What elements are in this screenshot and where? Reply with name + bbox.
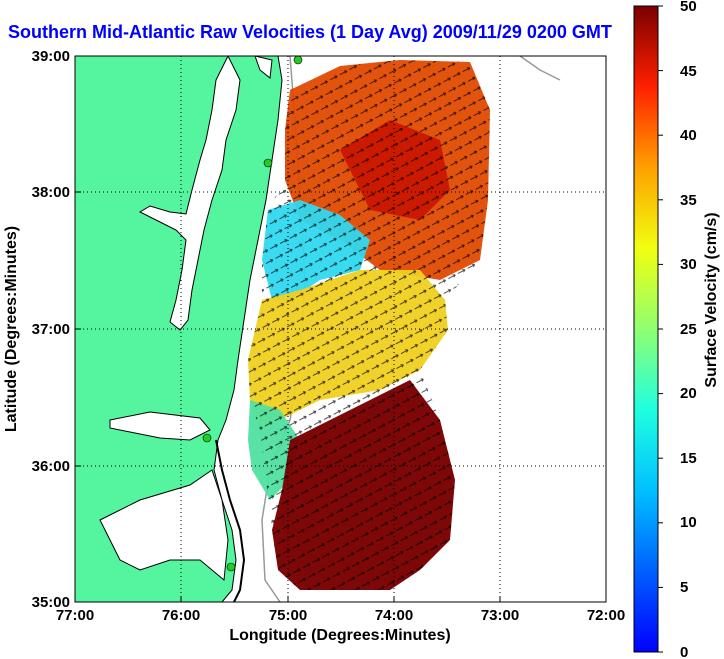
y-tick-label: 36:00 <box>32 458 70 475</box>
radar-stations <box>202 56 303 572</box>
station-marker <box>202 433 212 443</box>
x-tick-label: 75:00 <box>269 607 307 624</box>
x-tick-label: 73:00 <box>481 607 519 624</box>
x-tick-label: 77:00 <box>56 607 94 624</box>
colorbar-title: Surface Velocity (cm/s) <box>703 212 720 387</box>
colorbar-tick-label: 45 <box>680 63 697 80</box>
station-marker <box>263 158 273 168</box>
albemarle-sound <box>109 411 211 441</box>
colorbar-tick-label: 10 <box>680 514 697 531</box>
x-tick-label: 74:00 <box>375 607 413 624</box>
colorbar-tick-label: 50 <box>680 0 697 15</box>
y-tick-label: 38:00 <box>32 184 70 201</box>
colorbar-tick-label: 30 <box>680 256 697 273</box>
colorbar-tick-label: 15 <box>680 450 697 467</box>
colorbar-gradient <box>633 5 659 653</box>
chesapeake-bay <box>138 56 241 331</box>
station-marker <box>293 56 303 65</box>
station-marker <box>226 562 236 572</box>
x-tick-label: 72:00 <box>587 607 625 624</box>
colorbar-tick-label: 40 <box>680 127 697 144</box>
colorbar-tick-label: 35 <box>680 192 697 209</box>
y-axis-title: Latitude (Degrees:Minutes) <box>3 226 20 432</box>
colorbar-tick-label: 20 <box>680 385 697 402</box>
tick-marks <box>75 191 501 602</box>
delaware-bay <box>254 56 273 79</box>
x-axis-title: Longitude (Degrees:Minutes) <box>229 627 450 644</box>
y-tick-label: 35:00 <box>32 594 70 611</box>
map-title: Southern Mid-Atlantic Raw Velocities (1 … <box>8 22 612 42</box>
velocity-vectors <box>248 60 490 590</box>
y-tick-label: 39:00 <box>32 48 70 65</box>
pamlico-sound <box>99 469 229 581</box>
x-tick-label: 76:00 <box>162 607 200 624</box>
colorbar-tick-label: 5 <box>680 579 688 596</box>
colorbar: 50 45 40 35 30 25 20 15 10 5 0 Surface V… <box>633 0 720 659</box>
colorbar-tick-label: 25 <box>680 321 697 338</box>
map-grid <box>75 56 606 602</box>
barrier-islands <box>215 439 246 602</box>
velocity-field <box>248 60 490 590</box>
colorbar-ticks <box>658 5 663 653</box>
y-tick-label: 37:00 <box>32 321 70 338</box>
colorbar-tick-label: 0 <box>680 644 688 659</box>
